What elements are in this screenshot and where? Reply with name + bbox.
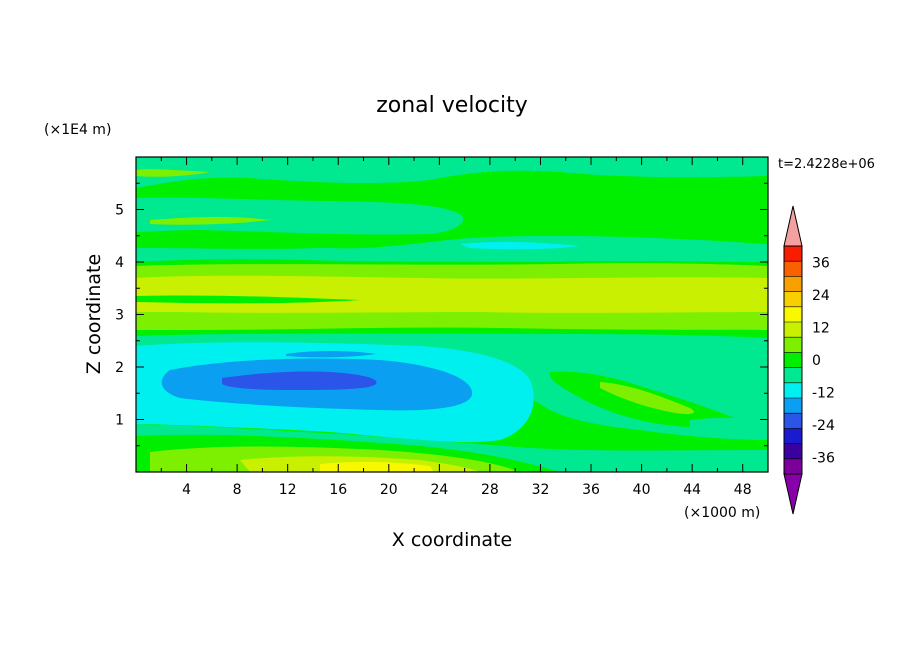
contour-top-lime <box>136 169 210 177</box>
colorbar-swatch <box>784 413 802 429</box>
contour-top-aqua <box>136 157 768 188</box>
x-tick-label: 48 <box>734 482 752 498</box>
contour-right-lime-tongue <box>600 382 694 415</box>
x-tick-label: 28 <box>481 482 499 498</box>
contour-blue-streak <box>286 351 376 358</box>
contour-yellow-band-upper <box>136 275 768 313</box>
colorbar-swatch <box>784 276 802 292</box>
colorbar-label: -36 <box>812 451 835 467</box>
colorbar-swatch <box>784 428 802 444</box>
colorbar-swatch <box>784 291 802 307</box>
y-tick-label: 5 <box>115 203 124 219</box>
colorbar-swatch <box>784 352 802 368</box>
colorbar: 36 24 12 0 -12 -24 -36 <box>783 205 835 515</box>
colorbar-label: -24 <box>812 418 835 434</box>
y-tick-label: 4 <box>115 255 124 271</box>
colorbar-label: -12 <box>812 386 835 402</box>
contour-bottom-yellow <box>320 461 434 472</box>
x-axis-label: X coordinate <box>392 529 512 551</box>
colorbar-swatch <box>784 322 802 338</box>
colorbar-swatch <box>784 382 802 398</box>
colorbar-label: 0 <box>812 353 821 369</box>
contour-green-strip-3 <box>136 295 360 304</box>
x-tick-label: 36 <box>582 482 600 498</box>
colorbar-swatch <box>784 458 802 474</box>
y-axis-label: Z coordinate <box>83 254 105 374</box>
contour-right-aqua-patch <box>690 417 768 440</box>
y-tick-label: 2 <box>115 360 124 376</box>
x-tick-label: 32 <box>532 482 550 498</box>
x-tick-label: 16 <box>329 482 347 498</box>
colorbar-label: 12 <box>812 320 830 336</box>
colorbar-over-triangle <box>783 205 803 247</box>
colorbar-swatch <box>784 367 802 383</box>
y-axis-ticks: 1 2 3 4 5 <box>115 182 768 447</box>
time-label: t=2.4228e+06 <box>778 157 875 172</box>
contour-upper-lime-strip <box>150 217 270 225</box>
contour-band-4-cyan <box>460 241 580 250</box>
colorbar-swatch <box>784 443 802 459</box>
x-tick-label: 20 <box>380 482 398 498</box>
colorbar-swatch <box>784 398 802 414</box>
contour-field <box>136 157 768 472</box>
contour-aqua-region <box>136 333 768 440</box>
x-tick-label: 4 <box>182 482 191 498</box>
x-axis-ticks: 4 8 12 16 20 24 28 32 36 40 44 48 <box>160 157 752 498</box>
contour-band-4-green <box>136 236 328 249</box>
y-units-label: (×1E4 m) <box>44 122 111 138</box>
colorbar-label: 36 <box>812 255 830 271</box>
colorbar-under-triangle <box>783 473 803 515</box>
colorbar-swatch <box>784 261 802 277</box>
x-tick-label: 12 <box>279 482 297 498</box>
x-tick-label: 40 <box>633 482 651 498</box>
contour-band-4-aqua <box>136 235 768 262</box>
x-tick-label: 44 <box>683 482 701 498</box>
x-tick-label: 24 <box>430 482 448 498</box>
x-units-label: (×1000 m) <box>684 505 760 521</box>
colorbar-swatch <box>784 306 802 322</box>
contour-upper-right-green <box>460 197 768 230</box>
colorbar-label: 24 <box>812 288 830 304</box>
colorbar-swatch <box>784 246 802 262</box>
colorbar-swatch <box>784 337 802 353</box>
y-tick-label: 1 <box>115 413 124 429</box>
x-tick-label: 8 <box>233 482 242 498</box>
y-tick-label: 3 <box>115 308 124 324</box>
contour-blue-core <box>222 371 377 390</box>
chart-title: zonal velocity <box>376 93 528 118</box>
contour-lime-band-lower <box>136 314 768 328</box>
contour-upper-aqua-5 <box>136 197 464 235</box>
